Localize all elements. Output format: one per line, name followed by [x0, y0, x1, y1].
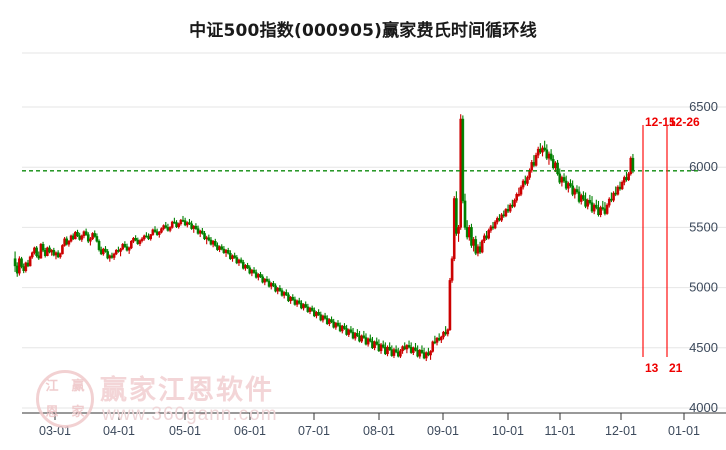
x-axis-tick-label: 09-01: [427, 424, 459, 438]
fib-cycle-line-2-top-label: 12-26: [669, 115, 700, 129]
x-axis-tick-label: 10-01: [492, 424, 524, 438]
fib-cycle-line-1-bottom-label: 13: [645, 361, 659, 375]
x-axis-tick-label: 01-01: [668, 424, 700, 438]
fib-cycle-line-1-top-label: 12-15: [645, 115, 676, 129]
y-axis-tick-label: 4500: [689, 340, 718, 355]
page-title: 中证500指数(000905)赢家费氏时间循环线: [189, 21, 537, 41]
x-axis-tick-label: 12-01: [605, 424, 637, 438]
y-axis-tick-label: 5000: [689, 280, 718, 295]
x-axis-tick-label: 06-01: [234, 424, 266, 438]
x-axis-tick-label: 05-01: [169, 424, 201, 438]
x-axis-tick-label: 04-01: [103, 424, 135, 438]
x-axis-tick-label: 11-01: [544, 424, 575, 438]
y-axis-tick-label: 4000: [689, 400, 718, 415]
y-axis-tick-label: 6500: [689, 99, 718, 114]
candle-series: [13, 114, 635, 362]
fib-cycle-line-2-bottom-label: 21: [669, 361, 683, 375]
y-axis-tick-label: 6000: [689, 159, 718, 174]
x-axis-tick-label: 08-01: [363, 424, 395, 438]
y-axis-tick-label: 5500: [689, 219, 718, 234]
x-axis-tick-label: 07-01: [298, 424, 330, 438]
x-axis-tick-label: 03-01: [39, 424, 71, 438]
